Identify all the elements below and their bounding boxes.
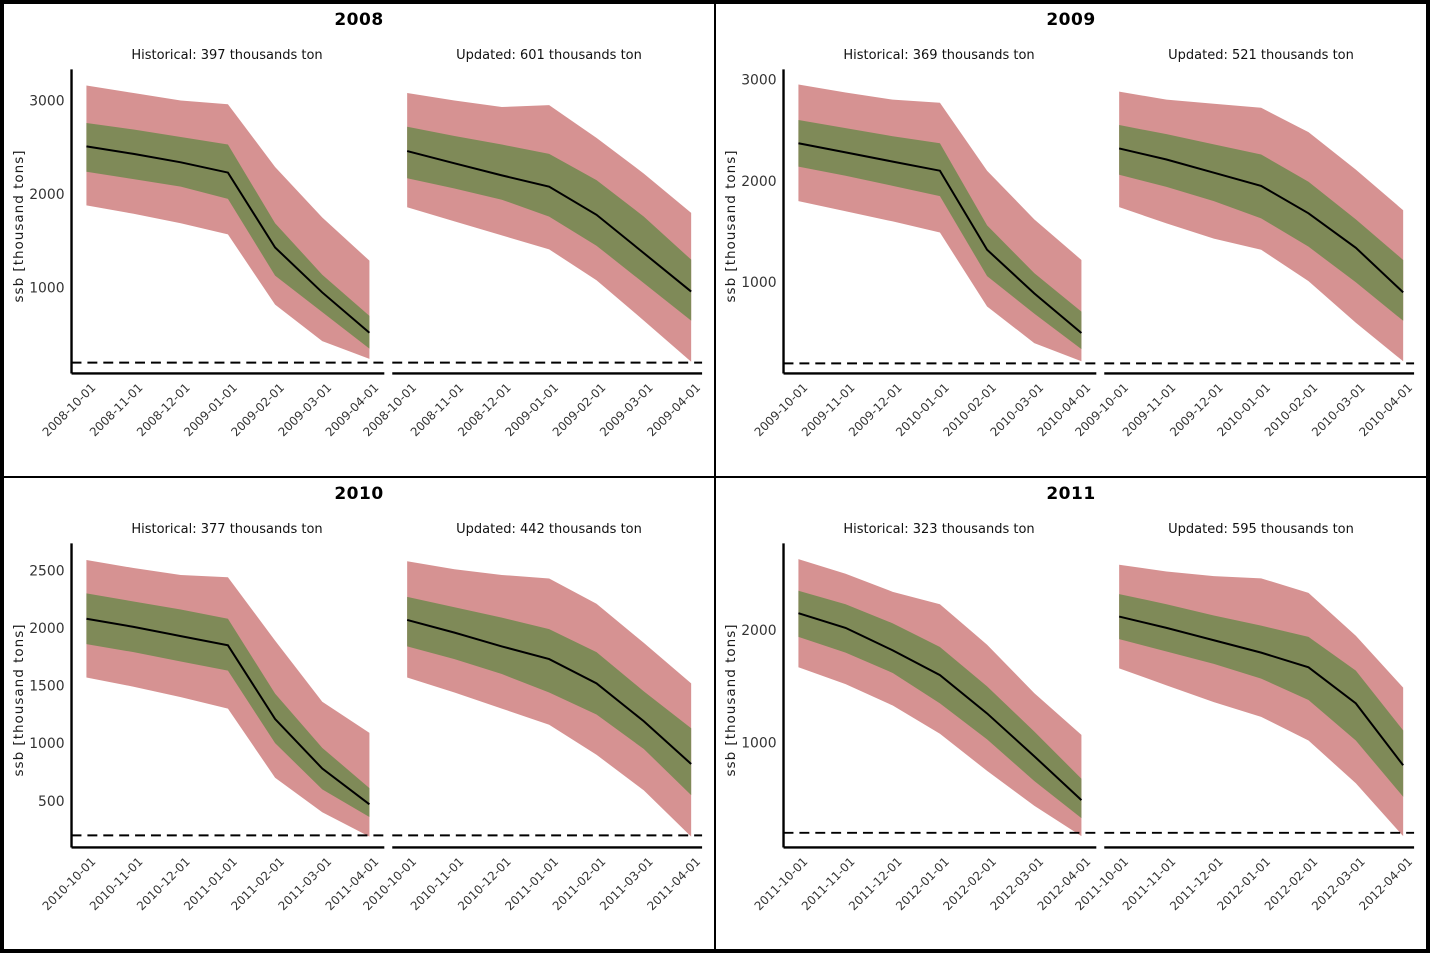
- y-axis-label: ssb [thousand tons]: [723, 623, 739, 776]
- svg-text:2000: 2000: [741, 623, 776, 639]
- svg-text:1000: 1000: [29, 281, 64, 297]
- svg-text:500: 500: [38, 793, 65, 809]
- panel-2008: 2008-10-01 2008-11-01 2008-12-01 2009-01-01…: [3, 3, 715, 477]
- y-axis-label: ssb [thousand tons]: [11, 623, 27, 776]
- y-axis-label: ssb [thousand tons]: [11, 149, 27, 303]
- svg-text:2000: 2000: [741, 174, 776, 190]
- panel-2010: 2010-10-01 2010-11-01 2010-12-01 2011-01-01…: [3, 476, 715, 950]
- chart-2011-svg: 2011-10-012011-11-012011-12-012012-01-01…: [741, 542, 1415, 913]
- subtitle-updated: Updated: 601 thousands ton: [456, 48, 642, 63]
- subtitle-updated: Updated: 595 thousands ton: [1168, 521, 1354, 537]
- subtitle-historical: Historical: 323 thousands ton: [843, 521, 1035, 537]
- panel-2011: 2011-10-01 2011-11-01 2011-12-01 2012-01-01…: [715, 476, 1427, 950]
- svg-text:3000: 3000: [29, 93, 64, 109]
- svg-text:2000: 2000: [29, 620, 64, 636]
- panel-title: 2011: [1046, 483, 1096, 504]
- chart-2009-svg: 2009-10-012009-11-012009-12-012010-01-01…: [741, 69, 1415, 439]
- panel-title: 2009: [1046, 10, 1096, 30]
- y-axis-label: ssb [thousand tons]: [723, 149, 739, 303]
- svg-text:1000: 1000: [741, 275, 776, 291]
- subtitle-historical: Historical: 369 thousands ton: [843, 48, 1035, 63]
- subtitle-historical: Historical: 397 thousands ton: [131, 48, 323, 63]
- svg-text:2500: 2500: [29, 563, 64, 579]
- subtitle-historical: Historical: 377 thousands ton: [131, 521, 323, 537]
- chart-2010-svg: 2010-10-012010-11-012010-12-012011-01-01…: [29, 542, 703, 913]
- svg-text:1000: 1000: [741, 735, 776, 751]
- chart-2008-svg: 2008-10-012008-11-012008-12-012009-01-01…: [29, 69, 703, 439]
- subtitle-updated: Updated: 442 thousands ton: [456, 521, 642, 537]
- svg-text:1500: 1500: [29, 678, 64, 694]
- subtitle-updated: Updated: 521 thousands ton: [1168, 48, 1354, 63]
- svg-text:2000: 2000: [29, 187, 64, 203]
- panel-2009: 2009-10-01 2009-11-01 2009-12-01 2010-01-01…: [715, 3, 1427, 477]
- panel-title: 2010: [334, 483, 384, 504]
- svg-text:3000: 3000: [741, 72, 776, 88]
- panel-title: 2008: [334, 10, 384, 30]
- svg-text:1000: 1000: [29, 736, 64, 752]
